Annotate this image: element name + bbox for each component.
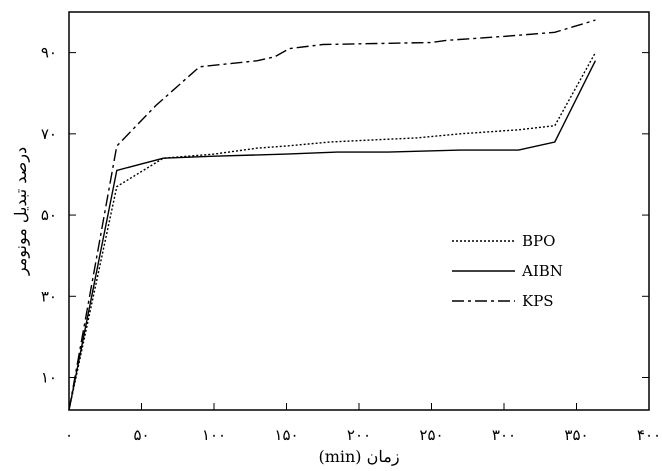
x-axis-ticks: ۰ ۵۰ ۱۰۰ ۱۵۰ ۲۰۰ ۲۵۰ ۳۰۰ ۳۵۰ ۴۰۰ — [65, 403, 661, 444]
x-tick-label: ۱۵۰ — [274, 426, 298, 444]
x-tick-label: ۵۰ — [133, 426, 149, 444]
series-line-kps — [68, 19, 596, 411]
y-tick-label: ۷۰ — [41, 125, 57, 143]
x-tick-label: ۲۵۰ — [419, 426, 443, 444]
legend-label-aibn: AIBN — [521, 262, 563, 280]
y-tick-label: ۹۰ — [41, 44, 57, 62]
y-tick-label: ۵۰ — [41, 206, 57, 224]
legend-label-bpo: BPO — [522, 232, 555, 250]
x-axis-label: زمان (min) — [318, 447, 399, 466]
x-tick-label: ۰ — [65, 426, 73, 444]
series-layer — [68, 19, 597, 411]
y-tick-label: ۳۰ — [41, 287, 57, 305]
x-tick-label: ۳۵۰ — [564, 426, 588, 444]
legend: BPO AIBN KPS — [452, 232, 563, 310]
x-tick-label: ۴۰۰ — [637, 426, 661, 444]
series-line-bpo — [68, 52, 597, 411]
x-tick-label: ۳۰۰ — [492, 426, 516, 444]
x-tick-label: ۲۰۰ — [347, 426, 371, 444]
y-tick-label: ۱۰ — [41, 369, 57, 387]
legend-label-kps: KPS — [522, 292, 554, 310]
series-line-aibn — [68, 60, 597, 411]
y-axis-ticks: ۱۰ ۳۰ ۵۰ ۷۰ ۹۰ — [41, 44, 649, 387]
x-tick-label: ۱۰۰ — [202, 426, 226, 444]
plot-frame — [68, 11, 650, 411]
y-axis-label: درصد تبدیل مونومر — [11, 147, 30, 276]
